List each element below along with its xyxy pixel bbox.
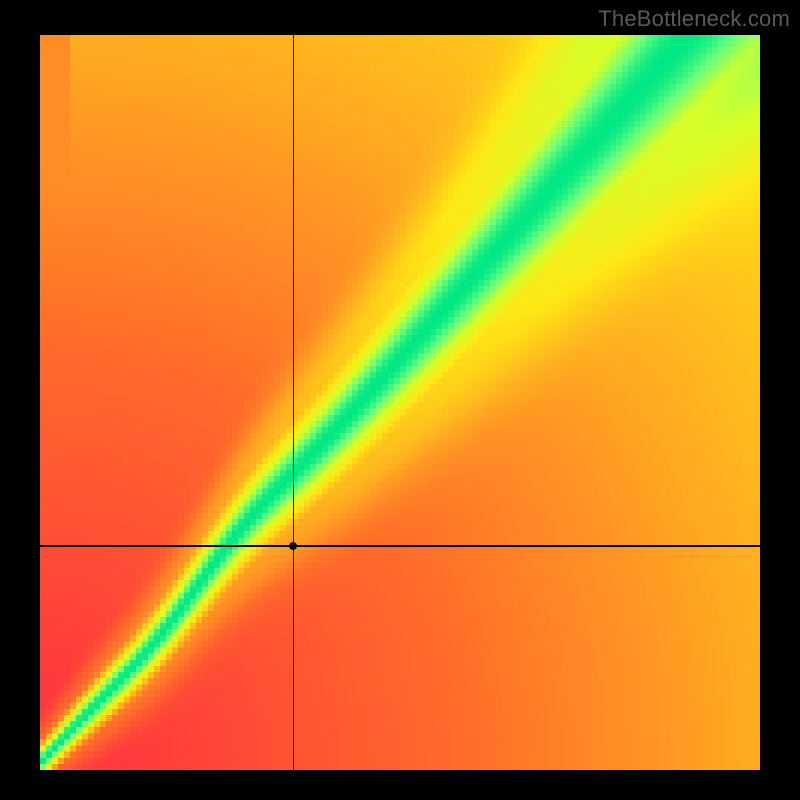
heatmap-plot [40, 35, 760, 770]
bottleneck-point [289, 542, 297, 550]
watermark-text: TheBottleneck.com [598, 6, 790, 32]
heatmap-canvas [40, 35, 760, 770]
chart-container: TheBottleneck.com [0, 0, 800, 800]
crosshair-vertical [293, 35, 294, 770]
crosshair-horizontal [40, 545, 760, 546]
